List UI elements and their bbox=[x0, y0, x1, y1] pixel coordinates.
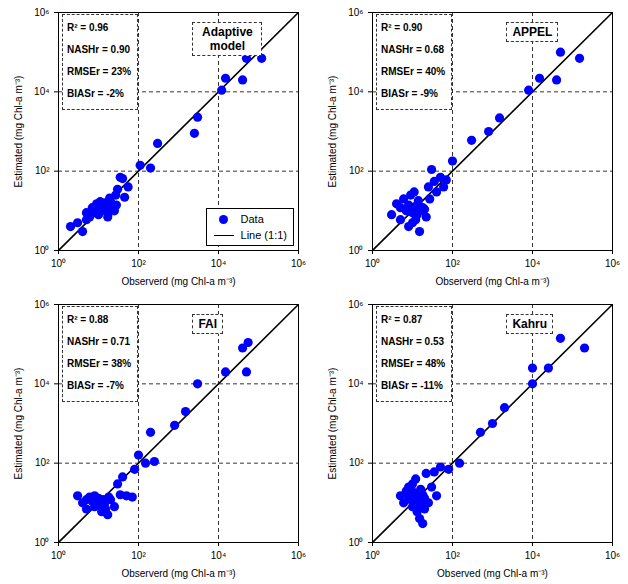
html-text:Adaptive model: Adaptive model bbox=[202, 25, 253, 53]
svg-text:10⁴: 10⁴ bbox=[34, 378, 49, 389]
svg-text:10⁴: 10⁴ bbox=[211, 550, 226, 561]
svg-text:10²: 10² bbox=[349, 457, 364, 468]
svg-text:10⁶: 10⁶ bbox=[605, 258, 620, 269]
svg-text:10⁴: 10⁴ bbox=[211, 258, 226, 269]
html-text:BIASr = -11%: BIASr = -11% bbox=[381, 380, 443, 391]
svg-text:10⁶: 10⁶ bbox=[34, 7, 49, 18]
svg-text:Observerd (mg Chl-a m⁻³): Observerd (mg Chl-a m⁻³) bbox=[121, 276, 235, 287]
svg-text:Observed (mg Chl-a m⁻³): Observed (mg Chl-a m⁻³) bbox=[437, 568, 548, 579]
html-text:FAI: FAI bbox=[198, 317, 218, 331]
html-text:RMSEr = 48%: RMSEr = 48% bbox=[381, 358, 446, 369]
svg-text:10⁰: 10⁰ bbox=[365, 258, 380, 269]
svg-text:10⁰: 10⁰ bbox=[365, 550, 380, 561]
html-text:R² = 0.87: R² = 0.87 bbox=[381, 314, 423, 325]
html-text:R² = 0.96: R² = 0.96 bbox=[67, 22, 109, 33]
svg-text:Estimated (mg Chl-a m⁻³): Estimated (mg Chl-a m⁻³) bbox=[13, 76, 24, 188]
svg-text:10⁴: 10⁴ bbox=[525, 550, 540, 561]
html-text:BIASr = -7%: BIASr = -7% bbox=[67, 380, 124, 391]
svg-text:10⁰: 10⁰ bbox=[51, 550, 66, 561]
svg-text:10²: 10² bbox=[131, 258, 146, 269]
html-text:Kahru: Kahru bbox=[512, 317, 548, 331]
html-text:Line (1:1): Line (1:1) bbox=[240, 229, 287, 241]
svg-text:10⁶: 10⁶ bbox=[34, 299, 49, 310]
svg-text:10²: 10² bbox=[35, 165, 50, 176]
svg-text:Observerd (mg Chl-a m⁻³): Observerd (mg Chl-a m⁻³) bbox=[121, 568, 235, 579]
svg-text:10²: 10² bbox=[445, 258, 460, 269]
svg-text:10⁴: 10⁴ bbox=[525, 258, 540, 269]
svg-text:10⁶: 10⁶ bbox=[605, 550, 620, 561]
svg-text:Estimated (mg Chl-a m⁻³): Estimated (mg Chl-a m⁻³) bbox=[13, 368, 24, 480]
html-text:NASHr = 0.90: NASHr = 0.90 bbox=[67, 44, 131, 55]
html-text:RMSEr = 38%: RMSEr = 38% bbox=[67, 358, 132, 369]
svg-text:10⁶: 10⁶ bbox=[348, 299, 363, 310]
svg-text:10⁴: 10⁴ bbox=[348, 86, 363, 97]
html-text:APPEL: APPEL bbox=[512, 25, 553, 39]
svg-text:10⁰: 10⁰ bbox=[348, 245, 363, 256]
html-text:BIASr = -2%: BIASr = -2% bbox=[67, 88, 124, 99]
svg-text:Estimated (mg Chl-a m⁻³): Estimated (mg Chl-a m⁻³) bbox=[327, 76, 338, 188]
html-text:RMSEr = 23%: RMSEr = 23% bbox=[67, 66, 132, 77]
svg-text:10⁰: 10⁰ bbox=[348, 537, 363, 548]
svg-text:10²: 10² bbox=[445, 550, 460, 561]
svg-text:10⁶: 10⁶ bbox=[348, 7, 363, 18]
svg-text:10²: 10² bbox=[131, 550, 146, 561]
html-text:BIASr = -9%: BIASr = -9% bbox=[381, 88, 438, 99]
svg-text:10⁶: 10⁶ bbox=[291, 258, 306, 269]
svg-text:10²: 10² bbox=[349, 165, 364, 176]
svg-text:Estimated (mg Chl-a m⁻³): Estimated (mg Chl-a m⁻³) bbox=[327, 368, 338, 480]
svg-text:10⁰: 10⁰ bbox=[34, 245, 49, 256]
svg-text:10⁰: 10⁰ bbox=[51, 258, 66, 269]
html-text:R² = 0.90: R² = 0.90 bbox=[381, 22, 423, 33]
svg-text:10⁴: 10⁴ bbox=[34, 86, 49, 97]
html-text:NASHr = 0.53: NASHr = 0.53 bbox=[381, 336, 445, 347]
svg-text:10²: 10² bbox=[35, 457, 50, 468]
html-text:Data: Data bbox=[240, 213, 264, 225]
html-text:R² = 0.88: R² = 0.88 bbox=[67, 314, 109, 325]
svg-text:10⁴: 10⁴ bbox=[348, 378, 363, 389]
html-text:RMSEr = 40%: RMSEr = 40% bbox=[381, 66, 446, 77]
svg-text:10⁰: 10⁰ bbox=[34, 537, 49, 548]
html-text:NASHr = 0.68: NASHr = 0.68 bbox=[381, 44, 445, 55]
html-text:NASHr = 0.71: NASHr = 0.71 bbox=[67, 336, 131, 347]
svg-text:10⁶: 10⁶ bbox=[291, 550, 306, 561]
svg-text:Observerd (mg Chl-a m⁻³): Observerd (mg Chl-a m⁻³) bbox=[435, 276, 549, 287]
